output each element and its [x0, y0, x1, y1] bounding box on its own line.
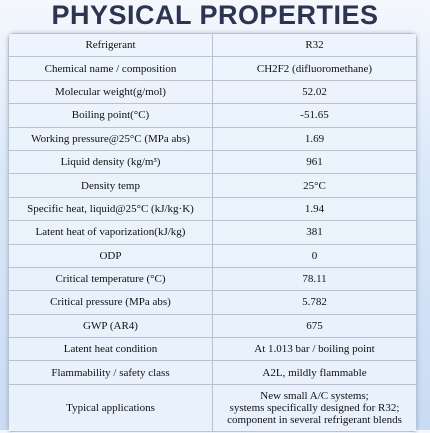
property-name: Chemical name / composition	[8, 56, 213, 81]
property-name: ODP	[8, 243, 213, 268]
table-row: GWP (AR4) 675	[8, 313, 417, 339]
table-row: Liquid density (kg/m³) 961	[8, 149, 417, 175]
table-row: ODP 0	[8, 243, 417, 268]
properties-table: Refrigerant R32 Chemical name / compositio…	[8, 33, 417, 432]
table-row: Working pressure@25°C (MPa abs) 1.69	[8, 126, 417, 151]
property-value: R32	[212, 33, 417, 58]
table-row: Refrigerant R32	[8, 33, 417, 58]
table-row: Latent heat condition At 1.013 bar / boil…	[8, 337, 417, 362]
value-line: New small A/C systems;	[260, 389, 369, 402]
property-value: -51.65	[212, 103, 417, 128]
property-name: Working pressure@25°C (MPa abs)	[8, 126, 213, 151]
property-name: Density temp	[8, 173, 213, 198]
property-value: 52.02	[212, 79, 417, 105]
table-row: Flammability / safety class A2L, mildly f…	[8, 360, 417, 385]
property-name: Latent heat condition	[8, 337, 213, 362]
property-name: Typical applications	[8, 383, 213, 432]
property-value: CH2F2 (difluoromethane)	[212, 56, 417, 81]
table-row: Critical temperature (°C) 78.11	[8, 266, 417, 292]
property-value: 1.69	[212, 126, 417, 151]
property-value: 675	[212, 313, 417, 339]
property-name: Boiling point(°C)	[8, 103, 213, 128]
property-value: 78.11	[212, 266, 417, 292]
property-value: 5.782	[212, 290, 417, 315]
table-container: Refrigerant R32 Chemical name / compositio…	[8, 33, 417, 433]
table-row: Specific heat, liquid@25°C (kJ/kg·K) 1.94	[8, 196, 417, 222]
property-name: GWP (AR4)	[8, 313, 213, 339]
property-value: 961	[212, 149, 417, 175]
table-row: Boiling point(°C) -51.65	[8, 103, 417, 128]
property-name: Specific heat, liquid@25°C (kJ/kg·K)	[8, 196, 213, 222]
table-row: Typical applications New small A/C system…	[8, 383, 417, 432]
value-line: component in several refrigerant blends	[227, 413, 402, 426]
table-row: Critical pressure (MPa abs) 5.782	[8, 290, 417, 315]
table-row: Chemical name / composition CH2F2 (difluo…	[8, 56, 417, 81]
property-name: Flammability / safety class	[8, 360, 213, 385]
property-value: 25°C	[212, 173, 417, 198]
page-title: PHYSICAL PROPERTIES	[51, 0, 379, 30]
property-value: At 1.013 bar / boiling point	[212, 337, 417, 362]
property-name: Latent heat of vaporization(kJ/kg)	[8, 220, 213, 245]
table-row: Density temp 25°C	[8, 173, 417, 198]
property-name: Refrigerant	[8, 33, 213, 58]
property-value: 1.94	[212, 196, 417, 222]
property-name: Liquid density (kg/m³)	[8, 149, 213, 175]
table-row: Latent heat of vaporization(kJ/kg) 381	[8, 220, 417, 245]
property-name: Critical pressure (MPa abs)	[8, 290, 213, 315]
value-line: systems specifically designed for R32;	[229, 401, 400, 414]
property-value: A2L, mildly flammable	[212, 360, 417, 385]
property-name: Critical temperature (°C)	[8, 266, 213, 292]
property-value: New small A/C systems; systems specifical…	[212, 383, 417, 432]
property-value: 0	[212, 243, 417, 268]
table-row: Molecular weight(g/mol) 52.02	[8, 79, 417, 105]
property-name: Molecular weight(g/mol)	[8, 79, 213, 105]
property-value: 381	[212, 220, 417, 245]
